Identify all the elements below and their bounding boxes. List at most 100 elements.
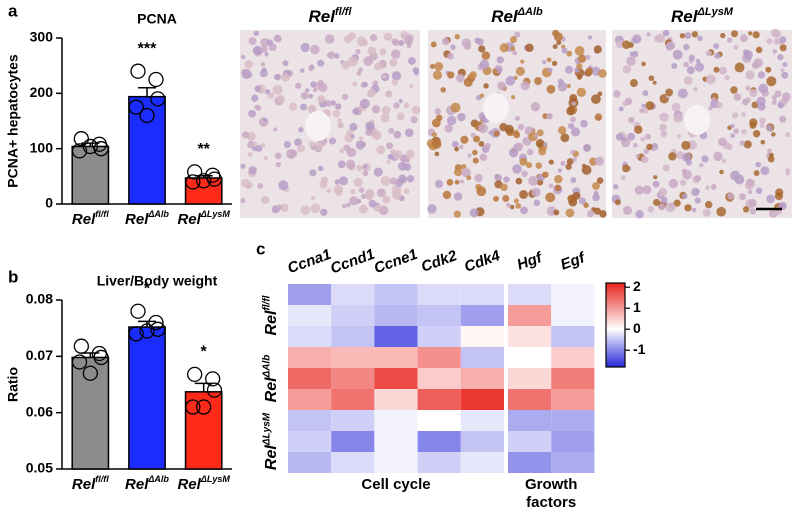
nucleus xyxy=(260,142,266,148)
nucleus xyxy=(515,66,525,76)
nucleus xyxy=(266,39,274,46)
heatmap-cell xyxy=(331,452,375,473)
nucleus xyxy=(760,139,766,145)
nucleus xyxy=(464,43,472,51)
nucleus xyxy=(765,66,772,73)
heatmap-cell xyxy=(508,347,552,368)
nucleus xyxy=(741,98,749,106)
data-point xyxy=(206,171,223,187)
nucleus xyxy=(542,60,547,65)
nucleus xyxy=(758,83,769,94)
nucleus xyxy=(760,166,770,176)
nucleus xyxy=(733,44,739,50)
nucleus xyxy=(648,75,655,82)
nucleus xyxy=(629,51,634,57)
nucleus xyxy=(294,138,302,147)
nucleus xyxy=(676,134,681,139)
heatmap-cell xyxy=(331,305,375,326)
nucleus xyxy=(434,151,440,157)
nucleus xyxy=(388,127,395,134)
nucleus xyxy=(373,167,383,177)
nucleus xyxy=(741,129,747,135)
nucleus xyxy=(383,32,393,41)
data-point xyxy=(130,63,146,79)
nucleus xyxy=(755,46,763,54)
nucleus xyxy=(614,199,621,206)
nucleus xyxy=(371,105,381,114)
nucleus xyxy=(785,168,791,173)
heatmap-cell xyxy=(551,410,595,431)
nucleus xyxy=(659,112,669,122)
row-group-label: RelΔLysM xyxy=(261,412,280,470)
nucleus xyxy=(733,93,742,101)
nucleus xyxy=(673,113,683,123)
nucleus xyxy=(358,67,363,72)
nucleus xyxy=(456,73,465,83)
nucleus xyxy=(635,209,644,219)
nucleus xyxy=(467,153,472,158)
heatmap-cell xyxy=(460,347,504,368)
row-group-label-sup: ΔAlb xyxy=(261,355,272,379)
nucleus xyxy=(358,187,365,193)
nucleus xyxy=(332,109,340,118)
error-bar xyxy=(194,382,213,392)
nucleus xyxy=(565,208,575,218)
nucleus xyxy=(591,94,601,105)
y-tick-label: 0 xyxy=(45,195,53,211)
nucleus xyxy=(671,102,681,112)
data-point xyxy=(206,382,223,398)
row-group-label-base: Rel xyxy=(263,445,280,470)
nucleus xyxy=(453,210,461,218)
nucleus xyxy=(771,94,778,100)
nucleus xyxy=(429,63,435,69)
nucleus xyxy=(460,135,469,144)
significance: ** xyxy=(197,141,210,158)
nucleus xyxy=(352,81,358,87)
data-point xyxy=(93,349,109,366)
nucleus xyxy=(596,177,604,184)
nucleus xyxy=(472,149,478,156)
heatmap-cell xyxy=(374,368,418,389)
vessel xyxy=(483,93,509,123)
nucleus xyxy=(751,101,759,109)
nucleus xyxy=(531,187,541,197)
nucleus xyxy=(356,70,362,76)
panel-label: a xyxy=(8,1,18,20)
nucleus xyxy=(578,197,586,205)
nucleus xyxy=(252,141,258,147)
x-tick-label-sup: ΔLysM xyxy=(200,209,231,219)
nucleus xyxy=(386,142,394,150)
nucleus xyxy=(731,30,739,38)
nucleus xyxy=(682,193,688,199)
nucleus xyxy=(469,71,477,79)
nucleus xyxy=(660,196,668,204)
nucleus xyxy=(289,102,298,111)
nucleus xyxy=(391,78,399,86)
nucleus xyxy=(317,165,324,172)
nucleus xyxy=(620,175,626,181)
nucleus xyxy=(694,175,702,182)
nucleus xyxy=(743,140,752,149)
nucleus xyxy=(593,45,602,54)
nucleus xyxy=(356,36,367,47)
column-label: Ccne1 xyxy=(372,246,420,277)
nucleus xyxy=(673,199,681,207)
nucleus xyxy=(693,87,698,92)
nucleus xyxy=(358,204,368,214)
nucleus xyxy=(778,36,787,44)
nucleus xyxy=(258,117,269,127)
nucleus xyxy=(658,187,668,197)
nucleus xyxy=(254,85,262,92)
heatmap-cell xyxy=(288,452,332,473)
nucleus xyxy=(382,195,391,204)
nucleus xyxy=(366,195,373,201)
x-tick-label-base: Rel xyxy=(72,211,96,228)
nucleus xyxy=(450,44,456,50)
nucleus xyxy=(671,62,678,70)
data-point xyxy=(130,303,146,319)
heatmap-cell xyxy=(331,431,375,452)
heatmap-cell xyxy=(417,368,461,389)
nucleus xyxy=(479,59,490,70)
nucleus xyxy=(782,61,788,68)
